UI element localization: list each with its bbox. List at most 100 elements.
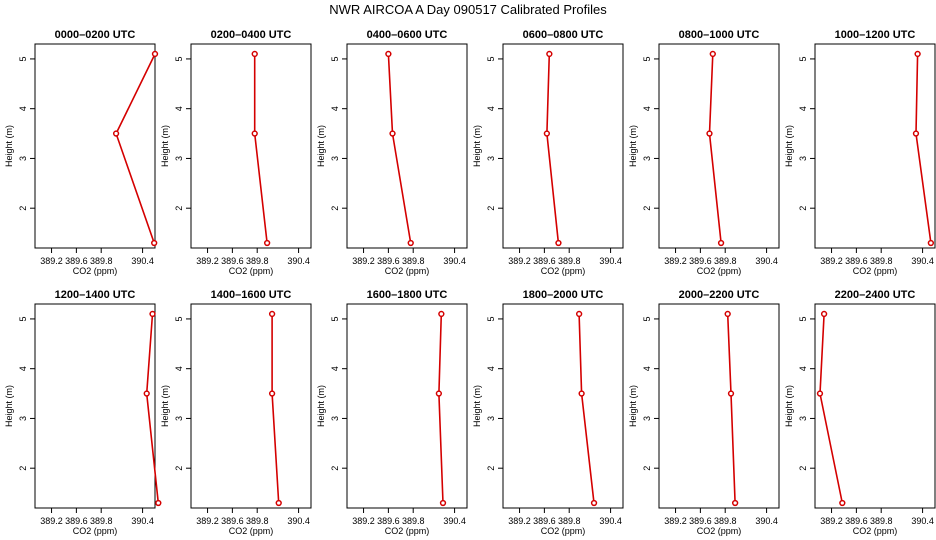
panel-title: 0000–0200 UTC — [55, 29, 136, 41]
data-point — [263, 239, 271, 247]
y-axis-label: Height (m) — [472, 125, 482, 167]
x-tick-label: 389.2 — [820, 256, 843, 266]
x-tick-label: 390.4 — [755, 516, 778, 526]
plot-frame — [814, 303, 936, 509]
y-tick-label: 4 — [798, 106, 808, 111]
data-point — [251, 130, 258, 137]
figure-title: NWR AIRCOA A Day 090517 Calibrated Profi… — [329, 2, 607, 17]
panel-title: 0200–0400 UTC — [211, 29, 292, 41]
data-point — [112, 130, 120, 137]
x-axis-label: CO2 (ppm) — [541, 266, 586, 276]
x-tick-label: 389.2 — [664, 256, 687, 266]
y-tick-label: 5 — [486, 316, 496, 321]
data-point — [709, 50, 716, 58]
x-tick-label: 389.2 — [40, 516, 63, 526]
y-tick-label: 4 — [486, 366, 496, 371]
y-tick-label: 3 — [798, 416, 808, 421]
data-point — [816, 390, 824, 397]
panel-title: 1200–1400 UTC — [55, 289, 136, 301]
profile-line — [115, 53, 156, 244]
panel-2: 0200–0400 UTC 389.2 389.6 389.8 390.4 CO2 (pp… — [160, 29, 312, 276]
y-tick-label: 4 — [642, 366, 652, 371]
profile-line — [915, 53, 932, 244]
panel-1: 0000–0200 UTC 389.2 389.6 389.8 390.4 CO2 (pp… — [4, 29, 159, 276]
data-point — [385, 50, 392, 58]
y-tick-label: 5 — [798, 316, 808, 321]
y-tick-label: 4 — [486, 106, 496, 111]
x-tick-label: 389.2 — [508, 516, 531, 526]
x-tick-label: 389.2 — [664, 516, 687, 526]
x-tick-label: 389.6 — [533, 256, 556, 266]
panel-5: 0800–1000 UTC 389.2 389.6 389.8 390.4 CO2 (pp… — [628, 29, 780, 276]
y-tick-label: 2 — [18, 466, 28, 471]
x-tick-label: 390.4 — [131, 516, 154, 526]
y-axis-label: Height (m) — [160, 125, 170, 167]
y-tick-label: 2 — [486, 466, 496, 471]
x-tick-label: 389.2 — [508, 256, 531, 266]
y-tick-label: 5 — [486, 56, 496, 61]
panel-10: 1800–2000 UTC 389.2 389.6 389.8 390.4 CO2 (pp… — [472, 289, 624, 536]
x-tick-label: 390.4 — [599, 516, 622, 526]
x-tick-label: 389.8 — [558, 516, 581, 526]
x-axis-label: CO2 (ppm) — [853, 526, 898, 536]
y-tick-label: 3 — [174, 416, 184, 421]
profile-line — [271, 314, 280, 504]
x-tick-label: 389.6 — [689, 516, 712, 526]
y-tick-label: 3 — [642, 156, 652, 161]
y-tick-label: 2 — [486, 206, 496, 211]
plot-frame — [346, 43, 468, 249]
profile-line — [387, 53, 412, 244]
y-tick-label: 3 — [18, 156, 28, 161]
y-tick-label: 5 — [330, 56, 340, 61]
y-tick-label: 3 — [798, 156, 808, 161]
data-point — [727, 390, 735, 397]
y-axis-label: Height (m) — [784, 385, 794, 427]
x-tick-label: 389.8 — [90, 256, 113, 266]
x-tick-label: 390.4 — [911, 256, 934, 266]
y-tick-label: 4 — [330, 366, 340, 371]
x-tick-label: 389.2 — [196, 516, 219, 526]
y-tick-label: 3 — [330, 416, 340, 421]
profile-line — [253, 54, 268, 244]
x-tick-label: 389.6 — [533, 516, 556, 526]
x-tick-label: 389.6 — [65, 256, 88, 266]
x-tick-label: 389.8 — [246, 516, 269, 526]
y-tick-label: 2 — [330, 466, 340, 471]
x-tick-label: 389.8 — [714, 516, 737, 526]
y-tick-label: 4 — [798, 366, 808, 371]
x-tick-label: 389.6 — [221, 256, 244, 266]
x-tick-label: 389.6 — [845, 516, 868, 526]
y-axis-label: Height (m) — [316, 385, 326, 427]
panel-title: 1000–1200 UTC — [835, 29, 916, 41]
y-tick-label: 3 — [174, 156, 184, 161]
x-tick-label: 389.2 — [820, 516, 843, 526]
panel-4: 0600–0800 UTC 389.2 389.6 389.8 390.4 CO2 (pp… — [472, 29, 624, 276]
plot-frame — [190, 303, 312, 509]
x-tick-label: 390.4 — [287, 256, 310, 266]
y-tick-label: 2 — [642, 206, 652, 211]
data-point — [555, 239, 562, 247]
data-point — [251, 50, 258, 58]
panel-12: 2200–2400 UTC 389.2 389.6 389.8 390.4 CO2 (pp… — [784, 289, 936, 536]
plot-frame — [34, 303, 156, 509]
x-tick-label: 389.6 — [689, 256, 712, 266]
data-point — [389, 130, 396, 137]
plot-frame — [814, 43, 936, 249]
x-tick-label: 389.2 — [196, 256, 219, 266]
profile-line — [819, 313, 844, 504]
data-point — [717, 239, 725, 247]
plot-frame — [502, 43, 624, 249]
x-axis-label: CO2 (ppm) — [73, 266, 118, 276]
x-tick-label: 389.8 — [558, 256, 581, 266]
x-tick-label: 389.8 — [246, 256, 269, 266]
y-tick-label: 4 — [18, 106, 28, 111]
x-tick-label: 389.6 — [845, 256, 868, 266]
x-tick-label: 389.8 — [870, 256, 893, 266]
data-point — [927, 239, 935, 247]
x-axis-label: CO2 (ppm) — [697, 526, 742, 536]
data-point — [575, 310, 583, 318]
data-point — [543, 130, 551, 137]
plot-frame — [502, 303, 624, 509]
y-tick-label: 2 — [174, 466, 184, 471]
